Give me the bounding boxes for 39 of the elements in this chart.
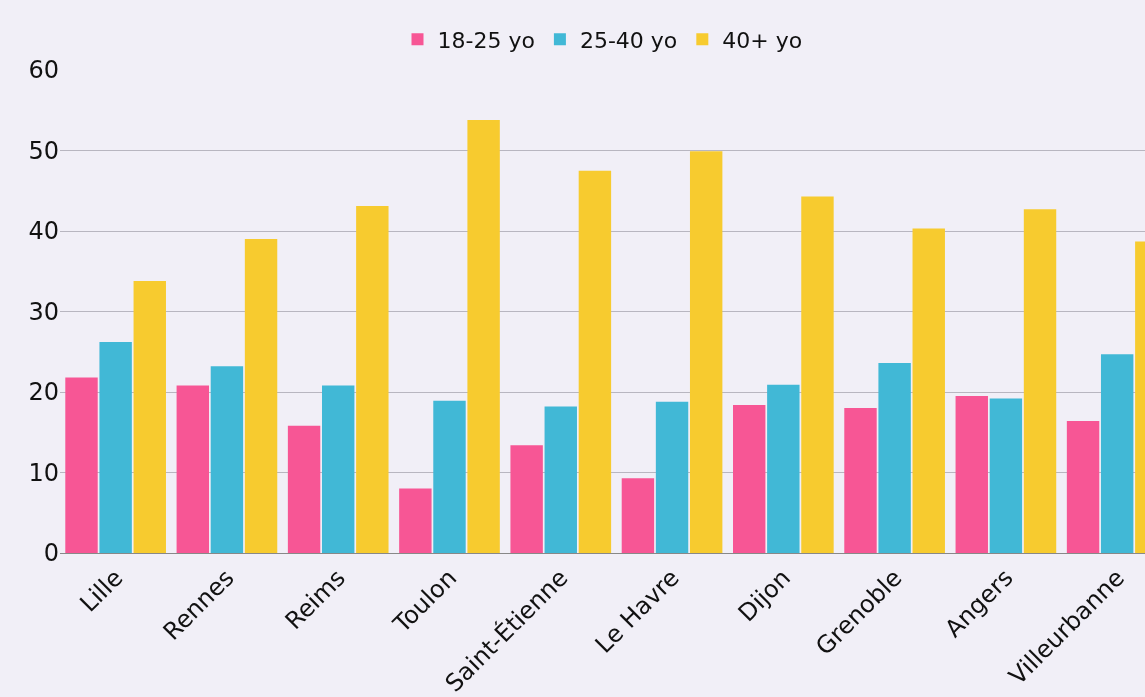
bar [989, 398, 1023, 553]
y-tick-label: 50 [28, 136, 59, 165]
bar [767, 384, 800, 553]
bar [955, 396, 988, 553]
y-tick-label: 40 [28, 217, 59, 246]
x-tick-label: Lille [74, 563, 129, 618]
bar [176, 385, 210, 553]
legend-label: 25-40 yo [579, 27, 678, 53]
bar [1066, 420, 1100, 553]
bar [99, 342, 132, 553]
bar [844, 408, 877, 553]
bar [1023, 209, 1057, 553]
bar [467, 119, 500, 553]
bar [578, 170, 612, 553]
bar [133, 280, 166, 553]
bar [210, 366, 244, 553]
bar [356, 206, 389, 553]
y-tick-label: 10 [28, 458, 59, 487]
bar [510, 445, 543, 553]
bar [801, 196, 834, 553]
bar [65, 377, 98, 553]
legend-label: 40+ yo [722, 27, 803, 53]
y-tick-label: 20 [28, 378, 59, 407]
bar [912, 228, 945, 553]
bar [287, 425, 321, 553]
bar [244, 239, 278, 553]
bar [399, 488, 432, 553]
y-tick-label: 60 [28, 56, 59, 85]
legend-label: 18-25 yo [437, 27, 535, 53]
bar [655, 401, 689, 553]
bar [544, 406, 577, 553]
bar [689, 151, 723, 553]
bar [433, 400, 466, 553]
bar [733, 404, 766, 553]
bar [322, 385, 355, 553]
y-tick-label: 30 [28, 297, 59, 326]
bar [621, 478, 655, 553]
y-tick-label: 0 [43, 539, 59, 568]
bar [878, 363, 911, 553]
